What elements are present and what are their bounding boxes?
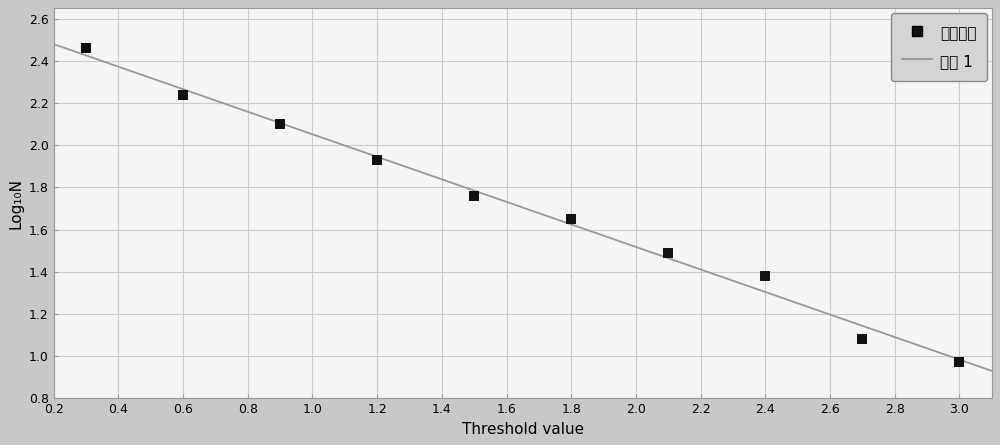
Point [272,121,288,128]
X-axis label: Threshold value: Threshold value [462,422,584,437]
Point [466,192,482,199]
Point [175,91,191,98]
Y-axis label: Log₁₀N: Log₁₀N [8,178,23,229]
Point [78,45,94,52]
Point [854,336,870,343]
Point [563,215,579,222]
Point [660,249,676,256]
Point [369,157,385,164]
Legend: 原始数据, 曲线 1: 原始数据, 曲线 1 [891,13,987,81]
Point [951,359,967,366]
Point [757,272,773,279]
